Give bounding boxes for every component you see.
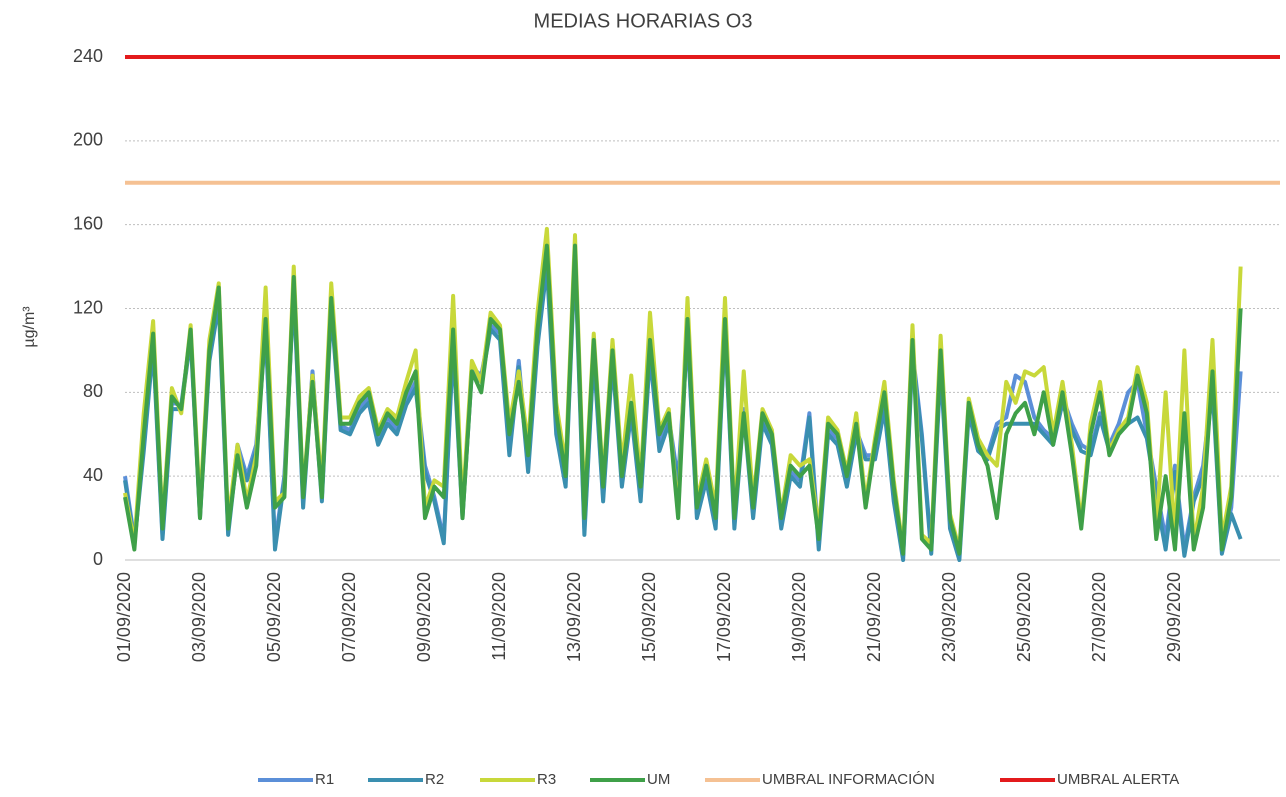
- legend-label: UM: [647, 771, 670, 788]
- legend-label: UMBRAL ALERTA: [1057, 771, 1179, 788]
- legend-label: R1: [315, 771, 334, 788]
- x-tick-label: 25/09/2020: [1014, 572, 1034, 662]
- y-tick-label: 240: [73, 46, 103, 66]
- x-tick-label: 15/09/2020: [639, 572, 659, 662]
- y-axis-label: µg/m³: [21, 306, 38, 348]
- x-tick-label: 19/09/2020: [789, 572, 809, 662]
- series-line: [123, 243, 1243, 556]
- x-tick-label: 01/09/2020: [114, 572, 134, 662]
- y-tick-label: 200: [73, 130, 103, 150]
- x-tick-label: 23/09/2020: [939, 572, 959, 662]
- x-tick-label: 09/09/2020: [414, 572, 434, 662]
- x-tick-label: 13/09/2020: [564, 572, 584, 662]
- x-tick-label: 03/09/2020: [189, 572, 209, 662]
- x-tick-label: 05/09/2020: [264, 572, 284, 662]
- legend-label: UMBRAL INFORMACIÓN: [762, 771, 935, 788]
- chart-title: MEDIAS HORARIAS O3: [534, 10, 753, 32]
- legend-label: R2: [425, 771, 444, 788]
- y-tick-label: 160: [73, 213, 103, 233]
- x-tick-label: 27/09/2020: [1089, 572, 1109, 662]
- x-tick-label: 07/09/2020: [339, 572, 359, 662]
- x-tick-label: 21/09/2020: [864, 572, 884, 662]
- x-tick-label: 17/09/2020: [714, 572, 734, 662]
- legend-label: R3: [537, 771, 556, 788]
- y-tick-label: 40: [83, 465, 103, 485]
- y-tick-label: 80: [83, 381, 103, 401]
- x-tick-label: 11/09/2020: [489, 572, 509, 661]
- y-tick-label: 120: [73, 297, 103, 317]
- x-tick-label: 29/09/2020: [1164, 572, 1184, 662]
- y-tick-label: 0: [93, 549, 103, 569]
